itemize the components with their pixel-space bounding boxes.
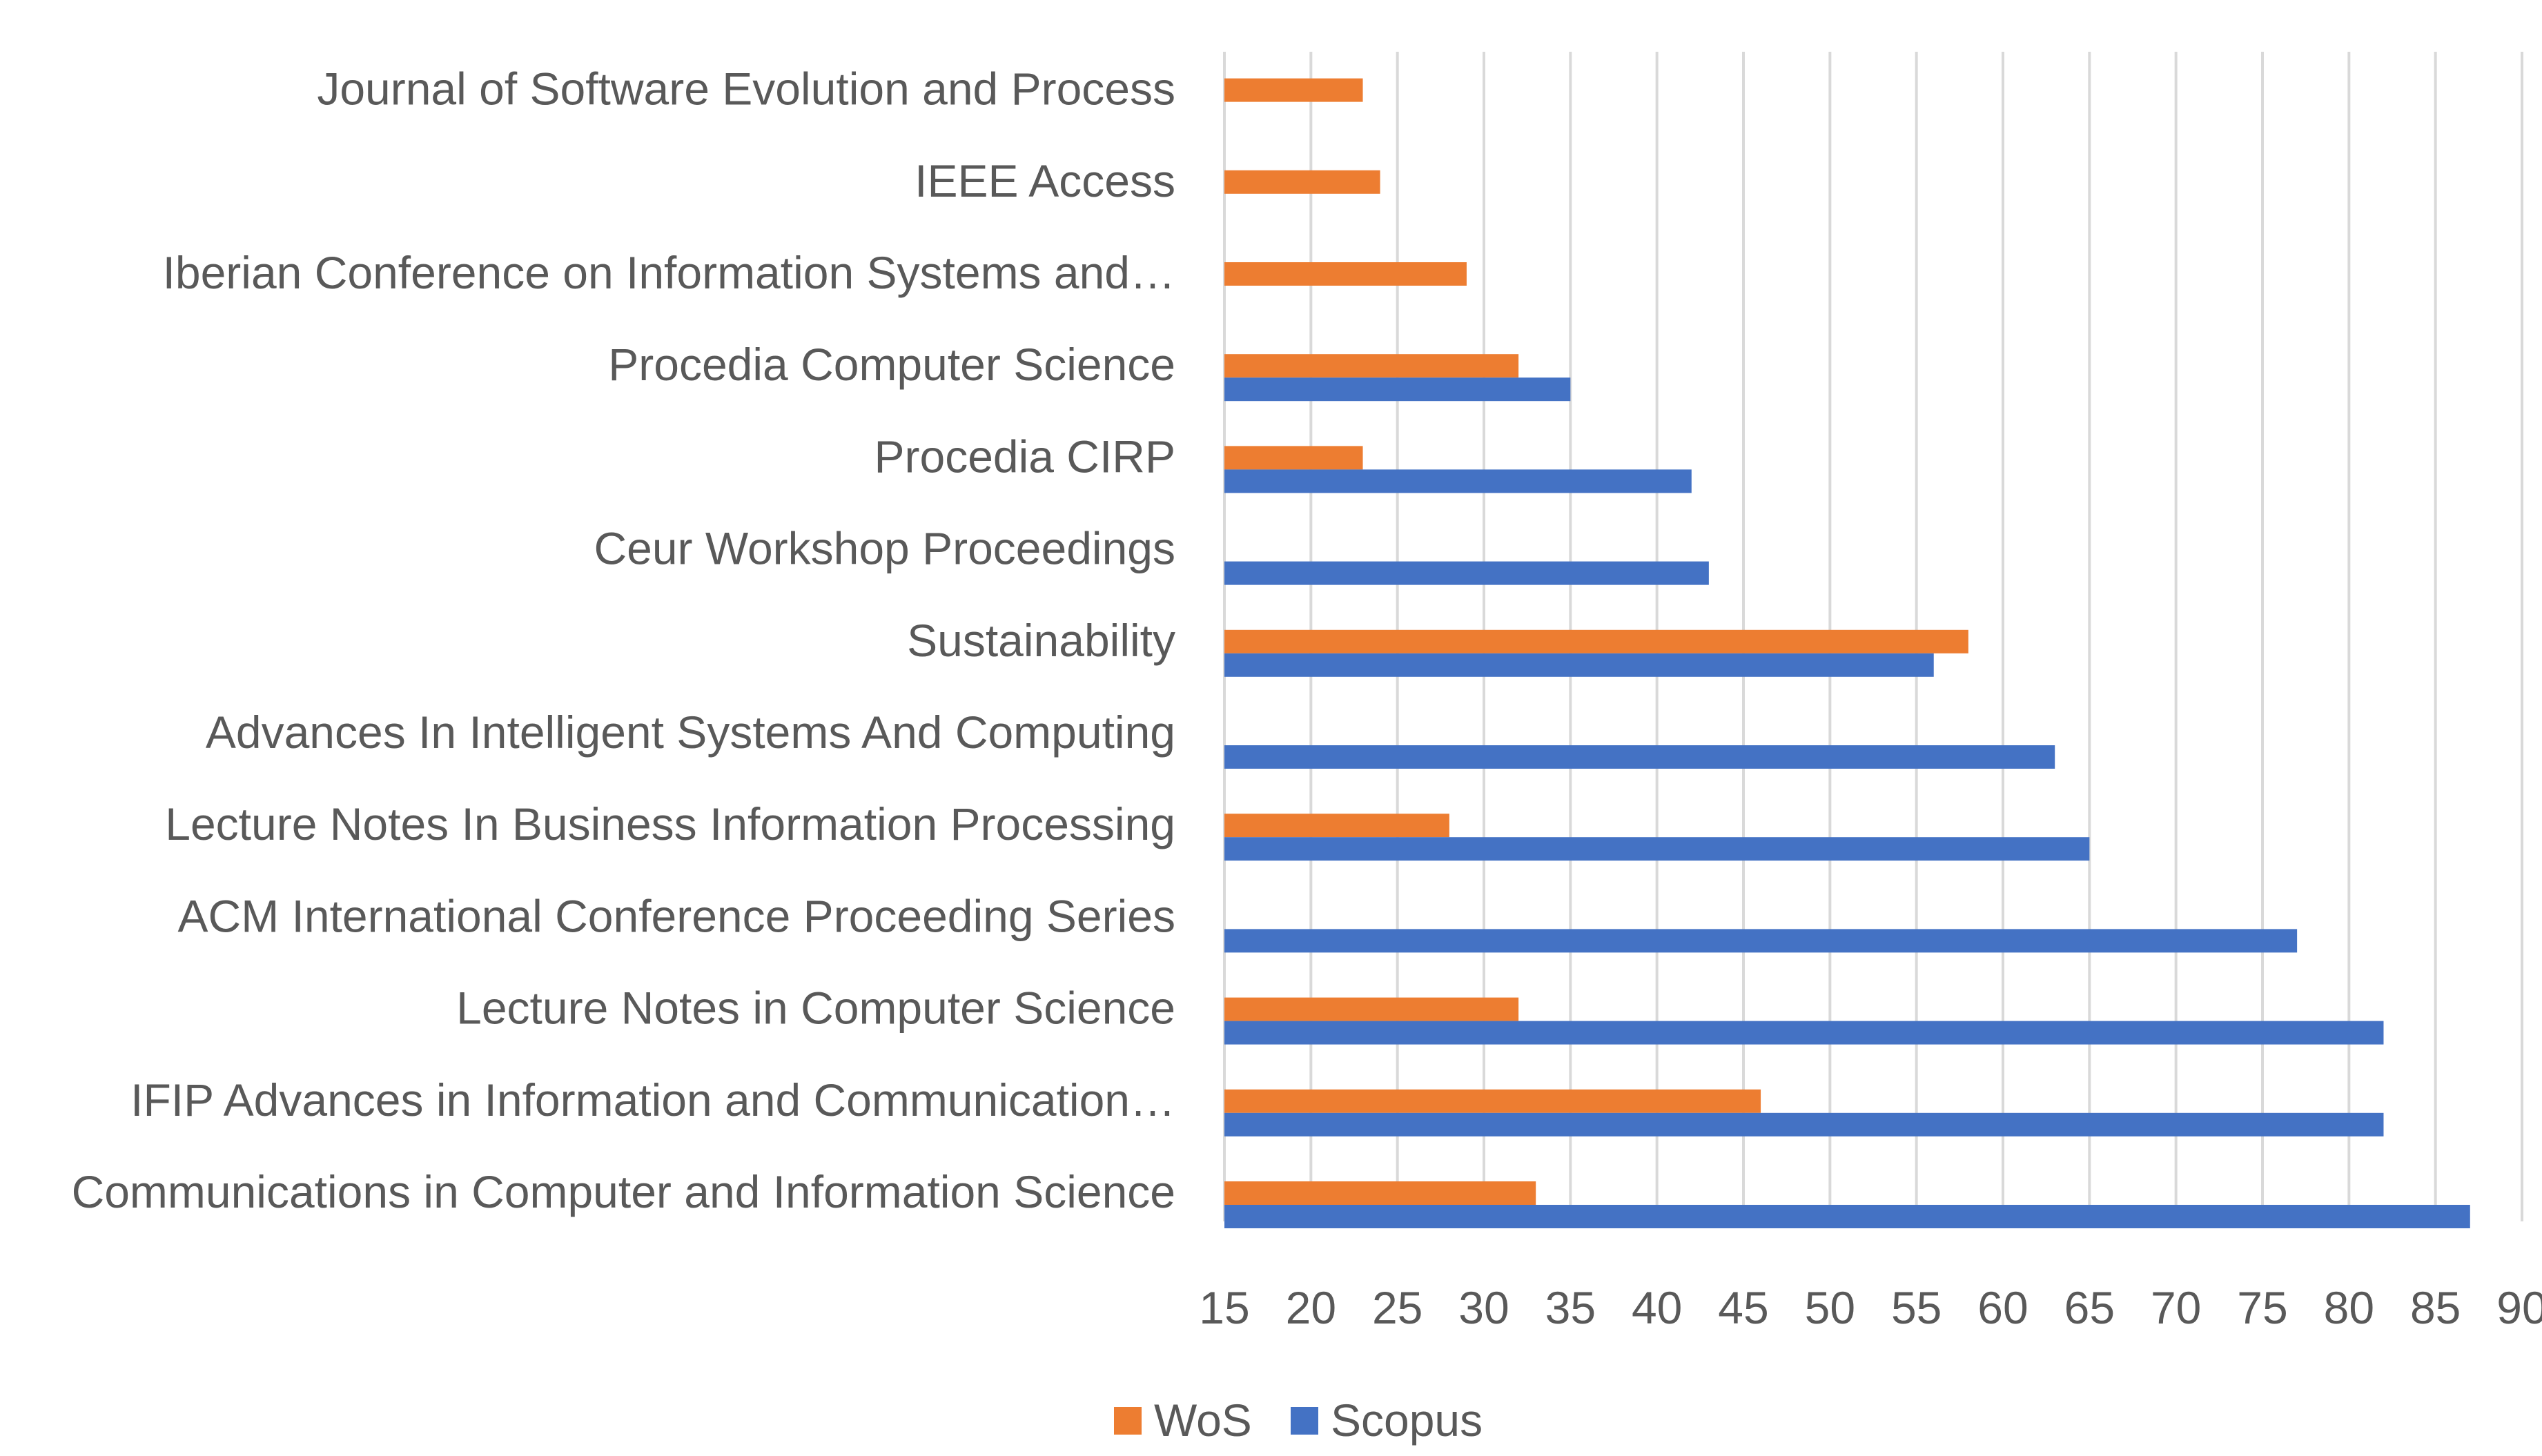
x-tick-label-15: 15 (1199, 1282, 1249, 1333)
bar-scopus-11 (1224, 1112, 2384, 1137)
bar-wos-8 (1224, 814, 1449, 838)
bar-scopus-7 (1224, 745, 2055, 769)
legend-swatch-scopus (1291, 1407, 1318, 1435)
x-tick-label-45: 45 (1718, 1282, 1768, 1333)
x-tick-label-60: 60 (1977, 1282, 2028, 1333)
category-labels: Journal of Software Evolution and Proces… (72, 63, 1175, 1217)
category-label: Procedia CIRP (874, 431, 1175, 482)
x-tick-label-55: 55 (1891, 1282, 1942, 1333)
bar-wos-11 (1224, 1089, 1761, 1113)
bar-wos-2 (1224, 262, 1467, 286)
bar-scopus-6 (1224, 653, 1934, 677)
bar-wos-10 (1224, 997, 1519, 1021)
bar-scopus-4 (1224, 469, 1692, 493)
bar-scopus-3 (1224, 377, 1571, 402)
category-label: Lecture Notes In Business Information Pr… (165, 798, 1175, 849)
x-tick-label-30: 30 (1458, 1282, 1509, 1333)
legend-label-scopus: Scopus (1331, 1395, 1483, 1446)
legend-swatch-wos (1114, 1407, 1142, 1435)
x-tick-label-20: 20 (1286, 1282, 1336, 1333)
category-label: Ceur Workshop Proceedings (594, 523, 1175, 574)
category-label: IEEE Access (915, 155, 1175, 206)
bar-scopus-8 (1224, 837, 2090, 861)
bar-scopus-10 (1224, 1021, 2384, 1045)
bar-wos-4 (1224, 446, 1363, 470)
x-tick-label-25: 25 (1372, 1282, 1422, 1333)
bars (1224, 78, 2470, 1228)
x-axis-ticks: 15 20 25 30 35 40 45 50 55 60 65 70 75 80 85 90 (1199, 1282, 2542, 1333)
category-label: ACM International Conference Proceeding … (178, 890, 1175, 941)
bar-wos-12 (1224, 1181, 1536, 1205)
x-tick-label-70: 70 (2151, 1282, 2201, 1333)
bar-scopus-12 (1224, 1205, 2470, 1228)
category-label: Iberian Conference on Information System… (163, 247, 1175, 298)
x-tick-label-35: 35 (1545, 1282, 1596, 1333)
legend-label-wos: WoS (1154, 1395, 1252, 1446)
category-label: Journal of Software Evolution and Proces… (317, 63, 1175, 115)
category-label: Lecture Notes in Computer Science (456, 983, 1175, 1034)
bar-wos-1 (1224, 170, 1380, 194)
bar-scopus-9 (1224, 929, 2298, 953)
x-tick-label-65: 65 (2064, 1282, 2115, 1333)
category-label: Procedia Computer Science (608, 339, 1175, 390)
category-label: Communications in Computer and Informati… (72, 1166, 1175, 1217)
x-tick-label-75: 75 (2237, 1282, 2287, 1333)
category-label: Sustainability (907, 615, 1175, 666)
bar-wos-3 (1224, 354, 1519, 378)
x-tick-label-40: 40 (1632, 1282, 1682, 1333)
category-label: IFIP Advances in Information and Communi… (130, 1074, 1175, 1125)
x-tick-label-50: 50 (1805, 1282, 1855, 1333)
x-tick-label-80: 80 (2324, 1282, 2374, 1333)
bar-wos-0 (1224, 78, 1363, 102)
bar-wos-6 (1224, 629, 1968, 653)
bar-scopus-5 (1224, 561, 1709, 585)
legend: WoS Scopus (1114, 1395, 1483, 1446)
category-label: Advances In Intelligent Systems And Comp… (206, 707, 1175, 758)
x-tick-label-85: 85 (2410, 1282, 2461, 1333)
x-tick-label-90: 90 (2496, 1282, 2542, 1333)
